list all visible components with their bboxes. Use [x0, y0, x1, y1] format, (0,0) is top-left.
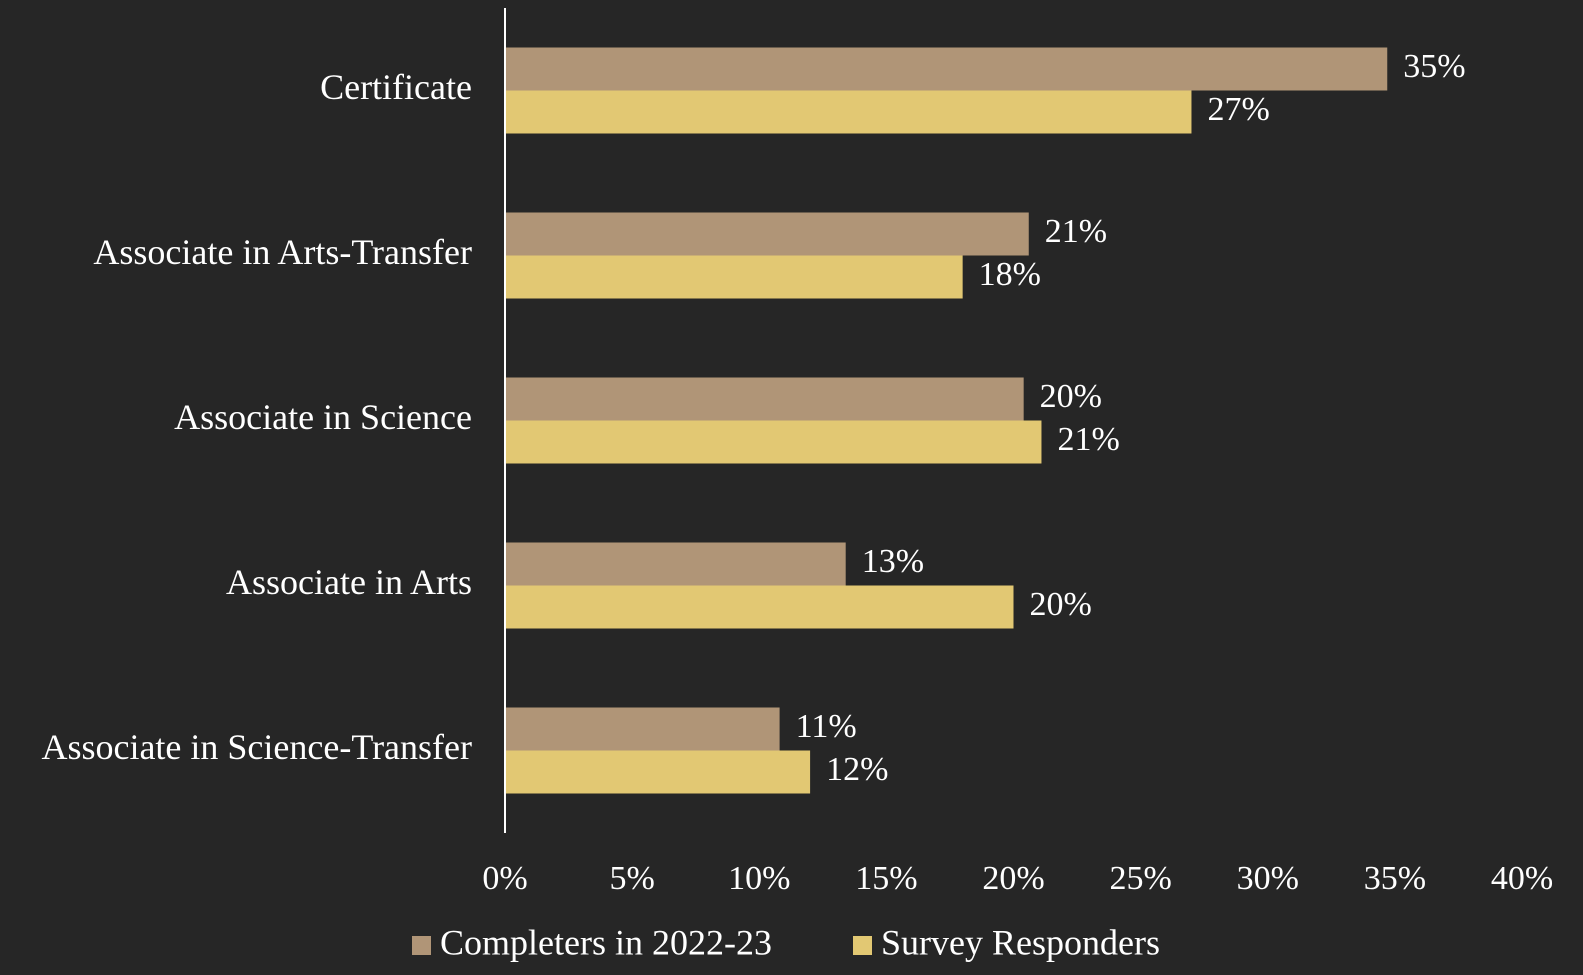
- legend-label: Completers in 2022-23: [440, 922, 772, 962]
- value-label: 27%: [1207, 91, 1269, 128]
- legend-swatch: [412, 936, 431, 955]
- x-tick-label: 0%: [482, 860, 527, 897]
- value-label: 20%: [1040, 378, 1102, 415]
- x-tick-label: 15%: [855, 860, 917, 897]
- bar: [505, 377, 1024, 421]
- x-tick-label: 20%: [982, 860, 1044, 897]
- bar: [505, 212, 1029, 256]
- x-tick-label: 10%: [728, 860, 790, 897]
- value-label: 12%: [826, 751, 888, 788]
- bar: [505, 420, 1042, 464]
- legend-label: Survey Responders: [881, 922, 1160, 962]
- category-label: Associate in Arts-Transfer: [93, 232, 472, 272]
- value-label: 21%: [1045, 213, 1107, 250]
- value-label: 18%: [979, 256, 1041, 293]
- x-tick-label: 35%: [1364, 860, 1426, 897]
- x-tick-label: 25%: [1109, 860, 1171, 897]
- bar: [505, 707, 780, 751]
- x-tick-label: 30%: [1237, 860, 1299, 897]
- value-label: 20%: [1030, 586, 1092, 623]
- x-tick-label: 5%: [609, 860, 654, 897]
- value-label: 11%: [796, 708, 857, 745]
- value-label: 35%: [1403, 48, 1465, 85]
- bar: [505, 47, 1388, 91]
- bar: [505, 542, 846, 586]
- category-label: Associate in Arts: [226, 562, 472, 602]
- value-label: 21%: [1057, 421, 1119, 458]
- bar: [505, 255, 963, 299]
- value-label: 13%: [862, 543, 924, 580]
- bar: [505, 90, 1192, 134]
- x-tick-label: 40%: [1491, 860, 1553, 897]
- bar: [505, 585, 1014, 629]
- bar: [505, 750, 811, 794]
- category-label: Certificate: [320, 67, 472, 107]
- legend-swatch: [853, 936, 872, 955]
- category-label: Associate in Science-Transfer: [41, 727, 472, 767]
- category-label: Associate in Science: [174, 397, 472, 437]
